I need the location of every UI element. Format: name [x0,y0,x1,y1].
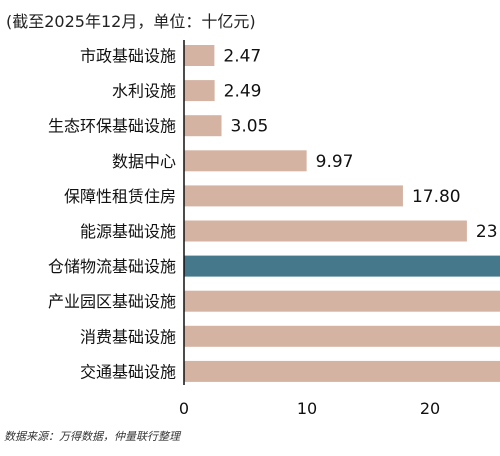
category-label: 仓储物流基础设施 [48,257,176,276]
category-label: 生态环保基础设施 [48,117,176,136]
bar-8 [184,325,500,347]
bar-1 [184,80,215,102]
x-tick-label: 20 [420,399,440,418]
bar-2 [184,115,222,137]
category-label: 交通基础设施 [80,362,176,381]
category-label: 市政基础设施 [80,47,176,66]
source-note: 数据来源：万得数据，仲量联行整理 [4,430,180,443]
category-label: 数据中心 [112,152,176,171]
bar-3 [184,150,307,172]
value-label: 17.80 [412,187,461,207]
bar-5 [184,220,467,242]
category-label: 保障性租赁住房 [64,187,176,206]
unit-note: (截至2025年12月，单位：十亿元) [6,12,256,31]
category-label: 消费基础设施 [80,327,176,346]
value-label: 2.47 [223,47,261,67]
value-label: 2.49 [224,82,262,102]
bar-4 [184,185,403,207]
bar-9 [184,360,500,382]
category-label: 能源基础设施 [80,222,176,241]
x-tick-label: 0 [179,399,189,418]
category-label: 水利设施 [112,82,176,101]
bar-0 [184,45,215,66]
value-label: 9.97 [316,152,354,172]
bar-7 [184,290,500,312]
value-label: 23 [476,222,498,242]
value-label: 3.05 [231,117,269,137]
x-tick-label: 10 [297,399,317,418]
bar-6 [184,255,500,277]
category-label: 产业园区基础设施 [48,292,176,311]
